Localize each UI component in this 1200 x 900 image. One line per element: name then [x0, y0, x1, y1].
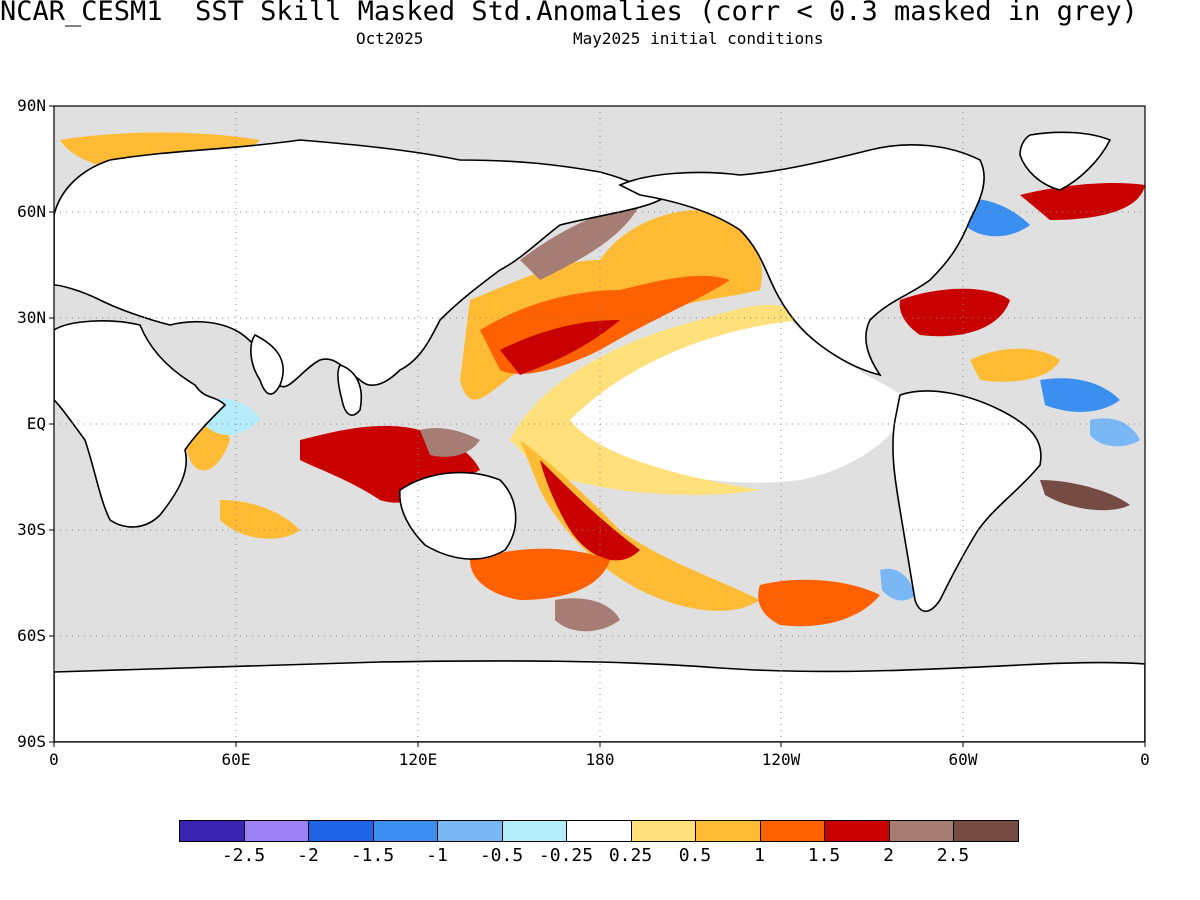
drake-passage-cool-region: [880, 568, 915, 601]
lon-label-0-east: 0: [1140, 750, 1150, 769]
lon-label-120e: 120E: [398, 750, 438, 769]
maritime-continent-region: [420, 428, 480, 457]
colorbar-box: [243, 820, 309, 842]
colorbar-tick-label: 2.5: [936, 845, 970, 866]
southern-ocean-warm-region: [470, 548, 610, 600]
north-atlantic-extreme-region: [1020, 183, 1145, 220]
labrador-sea-cool-region: [960, 198, 1030, 237]
greenland-landmass: [1019, 131, 1112, 191]
colorbar-tick-label: -0.25: [538, 845, 594, 866]
lat-label-30s: 30S: [17, 520, 46, 539]
colorbar-box: [888, 820, 954, 842]
colorbar-box: [372, 820, 438, 842]
north-america-landmass: [618, 144, 985, 377]
colorbar-tick-label: 0.5: [678, 845, 712, 866]
lon-label-60w: 60W: [948, 750, 978, 769]
india-landmass: [250, 333, 284, 395]
south-atlantic-extreme-region: [1040, 480, 1130, 511]
lon-label-60e: 60E: [221, 750, 251, 769]
colorbar-box: [630, 820, 696, 842]
north-pacific-extreme-region: [520, 205, 640, 280]
lon-label-0: 0: [49, 750, 59, 769]
lat-label-30n: 30N: [17, 308, 46, 327]
init-conditions-label: May2025 initial conditions: [573, 29, 824, 48]
north-pacific-max-region: [500, 320, 620, 375]
south-pacific-strong-region: [540, 460, 640, 561]
sst-anomaly-map: [49, 105, 1146, 747]
axis-ticks: [49, 105, 1146, 747]
antarctica-landmass: [54, 660, 1145, 742]
lat-label-60s: 60S: [17, 626, 46, 645]
colorbar-tick-label: -1.5: [350, 845, 395, 866]
southeast-asia-landmass: [337, 364, 362, 416]
weak-warm-region: [510, 305, 800, 495]
colorbar-tick-label: -0.5: [479, 845, 524, 866]
lat-label-60n: 60N: [17, 202, 46, 221]
continents: [54, 131, 1145, 742]
tropical-atlantic-cool-region: [1040, 378, 1120, 412]
eurasia-landmass: [54, 139, 662, 388]
colorbar-box: [953, 820, 1019, 842]
south-pacific-ocean-warm-region: [758, 579, 880, 627]
south-indian-ocean-region: [220, 500, 300, 539]
australia-landmass: [399, 471, 517, 560]
colorbar-box: [824, 820, 890, 842]
colorbar-tick-label: -2.5: [221, 845, 266, 866]
colorbar-box: [566, 820, 632, 842]
north-atlantic-warm-region: [899, 288, 1010, 337]
colorbar-tick-label: 0.25: [608, 845, 653, 866]
lon-label-180: 180: [585, 750, 615, 769]
colorbar-box: [179, 820, 245, 842]
lat-label-90s: 90S: [17, 732, 46, 751]
colorbar-box: [695, 820, 761, 842]
colorbar-tick-label: 1: [754, 845, 765, 866]
target-month-label: Oct2025: [356, 29, 424, 48]
equatorial-atlantic-cool-region: [1090, 418, 1140, 447]
tropical-atlantic-warm-region: [970, 348, 1060, 382]
colorbar-box: [501, 820, 567, 842]
colorbar-tick-label: 2: [883, 845, 894, 866]
southern-ocean-extreme-region: [555, 598, 620, 632]
map-title: NCAR_CESM1 SST Skill Masked Std.Anomalie…: [0, 0, 1138, 27]
south-america-landmass: [892, 390, 1042, 613]
colorbar-tick-label: 1.5: [807, 845, 841, 866]
colorbar-box: [437, 820, 503, 842]
lat-label-90n: 90N: [17, 96, 46, 115]
gridlines: [54, 106, 1145, 742]
colorbar-tick-label: -1: [426, 845, 448, 866]
africa-landmass: [54, 320, 227, 528]
lat-label-eq: EQ: [26, 414, 46, 433]
lon-label-120w: 120W: [761, 750, 801, 769]
colorbar-box: [308, 820, 374, 842]
colorbar: [179, 820, 1021, 842]
colorbar-tick-label: -2: [297, 845, 319, 866]
colorbar-box: [759, 820, 825, 842]
